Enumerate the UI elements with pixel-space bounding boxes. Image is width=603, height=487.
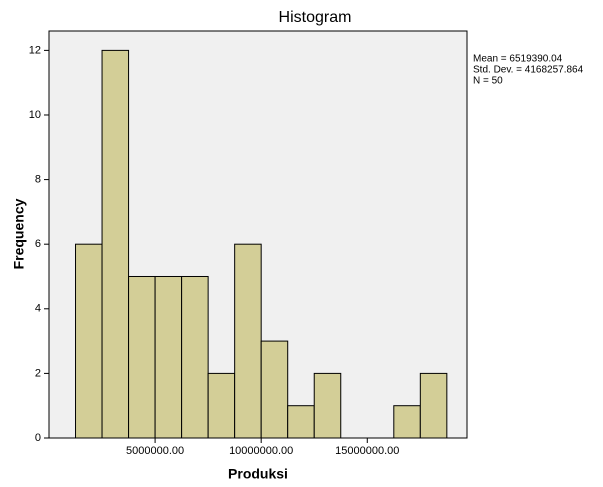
bar [181,275,209,439]
bar [313,372,342,439]
y-tick-label: 10 [29,109,41,121]
chart-title: Histogram [279,9,352,26]
y-tick-label: 12 [29,44,41,56]
annotation: Std. Dev. = 4168257.864 [473,65,584,76]
y-tick-label: 4 [35,303,41,315]
x-axis-label: Produksi [228,466,288,482]
bar [260,340,289,439]
bar [419,372,448,439]
x-tick-label: 5000000.00 [126,445,184,457]
bar [75,243,103,439]
bar [128,275,156,439]
bar [207,372,236,439]
bar [234,243,262,439]
annotation: Mean = 6519390.04 [473,54,563,65]
y-axis-label: Frequency [11,198,27,269]
y-tick-label: 0 [35,432,41,444]
x-tick-label: 15000000.00 [335,445,399,457]
y-tick-label: 6 [35,238,41,250]
annotation: N = 50 [473,76,503,87]
x-tick-label: 10000000.00 [229,445,293,457]
bar [101,49,130,439]
y-tick-label: 8 [35,173,41,185]
bar [287,405,315,439]
bar [393,405,421,439]
bar [154,275,183,439]
y-tick-label: 2 [35,367,41,379]
